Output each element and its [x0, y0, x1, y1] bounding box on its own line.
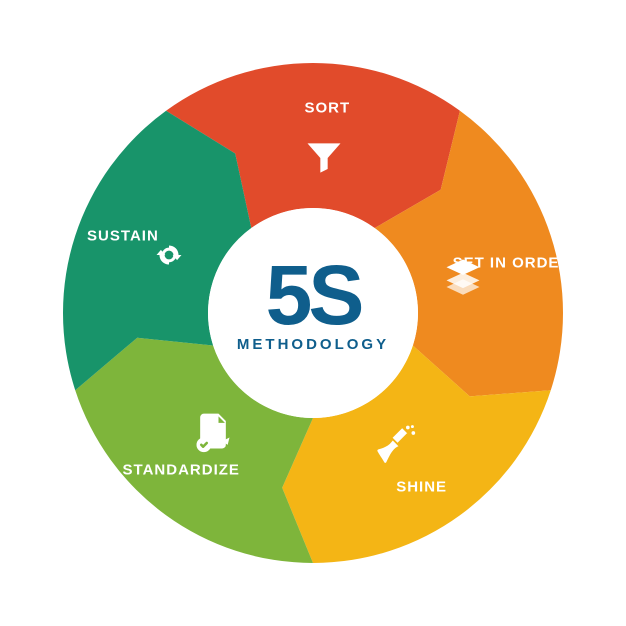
five-s-methodology-diagram: 5S METHODOLOGY SORTSET IN ORDERSHINESTAN…	[0, 0, 626, 626]
cycle-ring	[0, 0, 626, 626]
inner-circle	[208, 208, 418, 418]
